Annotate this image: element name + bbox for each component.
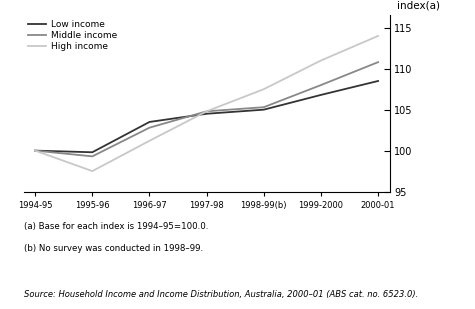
Low income	[318, 93, 324, 97]
High income	[261, 87, 266, 91]
Line: High income: High income	[35, 36, 378, 171]
High income	[375, 34, 381, 38]
Middle income	[32, 149, 38, 152]
Middle income	[318, 83, 324, 87]
Legend: Low income, Middle income, High income: Low income, Middle income, High income	[28, 20, 117, 52]
High income	[204, 109, 209, 113]
Low income	[32, 149, 38, 152]
Middle income	[147, 126, 152, 129]
Middle income	[204, 109, 209, 113]
Low income	[204, 112, 209, 116]
High income	[147, 139, 152, 143]
Low income	[147, 120, 152, 124]
Text: (b) No survey was conducted in 1998–99.: (b) No survey was conducted in 1998–99.	[24, 244, 203, 253]
Text: Source: Household Income and Income Distribution, Australia, 2000–01 (ABS cat. n: Source: Household Income and Income Dist…	[24, 290, 418, 299]
High income	[89, 169, 95, 173]
High income	[318, 59, 324, 62]
Low income	[261, 108, 266, 112]
Text: (a) Base for each index is 1994–95=100.0.: (a) Base for each index is 1994–95=100.0…	[24, 222, 208, 231]
Low income	[89, 150, 95, 154]
Middle income	[375, 60, 381, 64]
Text: index(a): index(a)	[397, 0, 440, 10]
High income	[32, 149, 38, 152]
Line: Middle income: Middle income	[35, 62, 378, 156]
Middle income	[89, 154, 95, 158]
Line: Low income: Low income	[35, 81, 378, 152]
Low income	[375, 79, 381, 83]
Middle income	[261, 105, 266, 109]
